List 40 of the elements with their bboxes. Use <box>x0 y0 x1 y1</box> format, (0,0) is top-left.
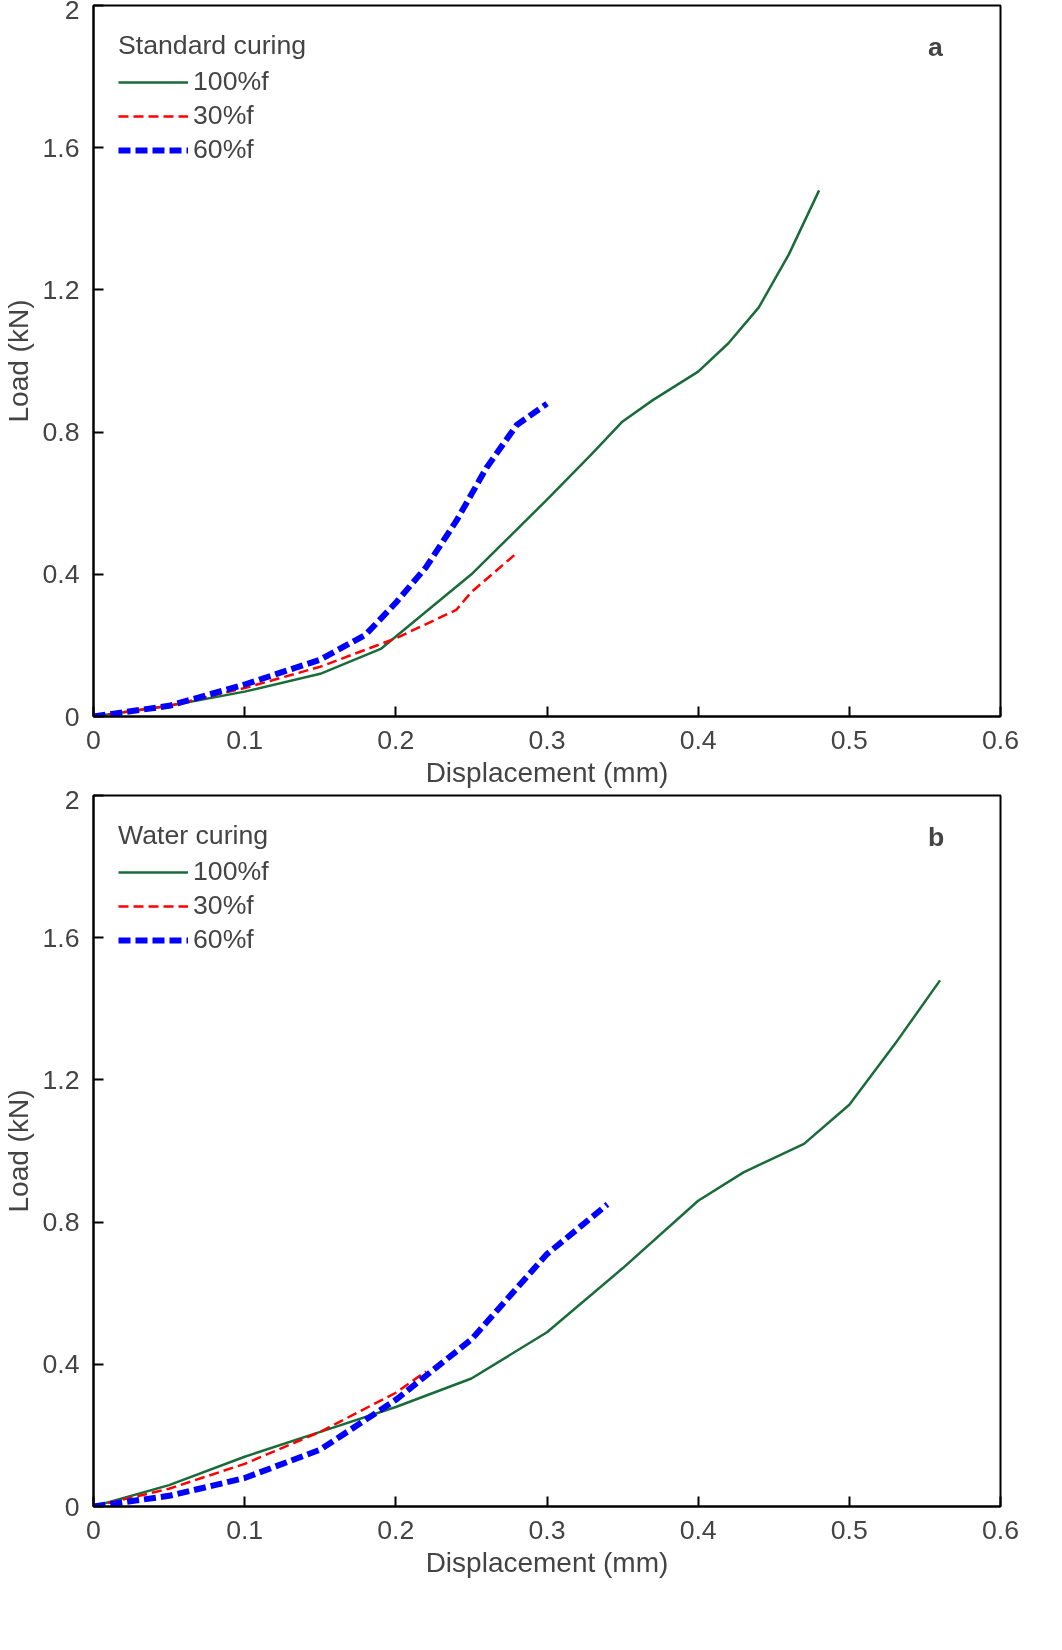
annotation: b <box>927 822 945 853</box>
y-tick-label: 1.2 <box>42 274 80 305</box>
y-tick-label: 0.8 <box>42 1207 80 1238</box>
x-tick-label: 0.6 <box>981 724 1020 755</box>
x-tick-label: 0.3 <box>528 724 566 755</box>
x-tick-label: 0.2 <box>377 1514 415 1545</box>
y-tick-label: 0.8 <box>42 417 80 448</box>
x-tick-label: 0.4 <box>679 1514 717 1545</box>
x-axis-title: Displacement (mm) <box>425 756 669 788</box>
x-tick-label: 0.5 <box>830 1514 868 1545</box>
annotation: a <box>927 32 943 63</box>
x-tick-label: 0.4 <box>679 724 717 755</box>
x-tick-label: 0.1 <box>226 1514 264 1545</box>
x-tick-label: 0.1 <box>226 724 264 755</box>
y-tick-label: 0 <box>64 1491 80 1522</box>
legend-label: 100%f <box>193 66 269 97</box>
x-tick-label: 0.5 <box>830 724 868 755</box>
y-axis-title: Load (kN) <box>3 1089 35 1213</box>
y-tick-label: 1.6 <box>42 132 80 163</box>
y-tick-label: 0.4 <box>42 559 80 590</box>
x-tick-label: 0 <box>86 724 101 755</box>
y-tick-label: 0.4 <box>42 1349 80 1380</box>
y-tick-label: 1.6 <box>42 922 80 953</box>
y-tick-label: 2 <box>64 784 80 815</box>
x-tick-label: 0.3 <box>528 1514 566 1545</box>
x-axis-title: Displacement (mm) <box>425 1546 669 1578</box>
legend-label: 60%f <box>193 134 254 165</box>
y-tick-label: 1.2 <box>42 1064 80 1095</box>
y-tick-label: 0 <box>64 701 80 732</box>
y-axis-title: Load (kN) <box>3 299 35 423</box>
y-tick-label: 2 <box>64 0 80 25</box>
legend-title: Water curing <box>118 820 269 851</box>
legend-label: 30%f <box>193 890 254 921</box>
x-tick-label: 0.2 <box>377 724 415 755</box>
legend-label: 100%f <box>193 856 269 887</box>
legend-label: 60%f <box>193 924 254 955</box>
legend-label: 30%f <box>193 100 254 131</box>
x-tick-label: 0 <box>86 1514 101 1545</box>
legend-title: Standard curing <box>118 30 307 61</box>
x-tick-label: 0.6 <box>981 1514 1020 1545</box>
